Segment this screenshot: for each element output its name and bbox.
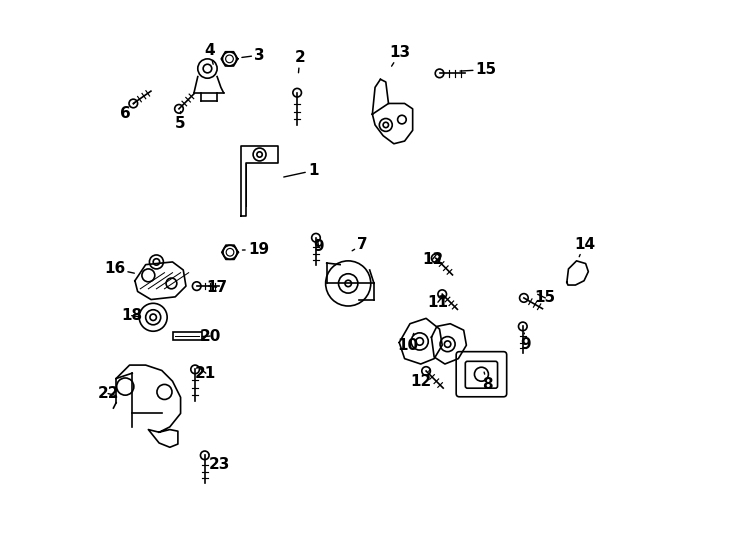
Text: 22: 22 — [98, 386, 119, 401]
Text: 19: 19 — [242, 242, 269, 257]
Text: 7: 7 — [352, 237, 368, 252]
Text: 12: 12 — [422, 252, 443, 267]
Text: 13: 13 — [390, 45, 411, 66]
Text: 21: 21 — [195, 366, 217, 381]
Text: 6: 6 — [120, 103, 135, 120]
Text: 17: 17 — [206, 280, 227, 295]
Text: 9: 9 — [520, 333, 531, 352]
Text: 1: 1 — [284, 163, 319, 178]
Text: 14: 14 — [574, 237, 595, 256]
Text: 23: 23 — [208, 454, 230, 472]
Text: 8: 8 — [482, 372, 493, 392]
Text: 16: 16 — [104, 261, 134, 276]
Text: 11: 11 — [427, 295, 448, 310]
Text: 4: 4 — [204, 43, 215, 64]
Bar — [172, 332, 202, 340]
Text: 20: 20 — [200, 328, 221, 343]
Text: 12: 12 — [410, 369, 432, 389]
Text: 18: 18 — [121, 308, 142, 323]
Text: 3: 3 — [242, 48, 265, 63]
Text: 5: 5 — [175, 112, 186, 131]
Text: 15: 15 — [535, 291, 556, 306]
Text: 10: 10 — [398, 333, 419, 353]
Text: 15: 15 — [460, 62, 497, 77]
Text: 2: 2 — [294, 50, 305, 73]
Text: 9: 9 — [313, 239, 324, 254]
